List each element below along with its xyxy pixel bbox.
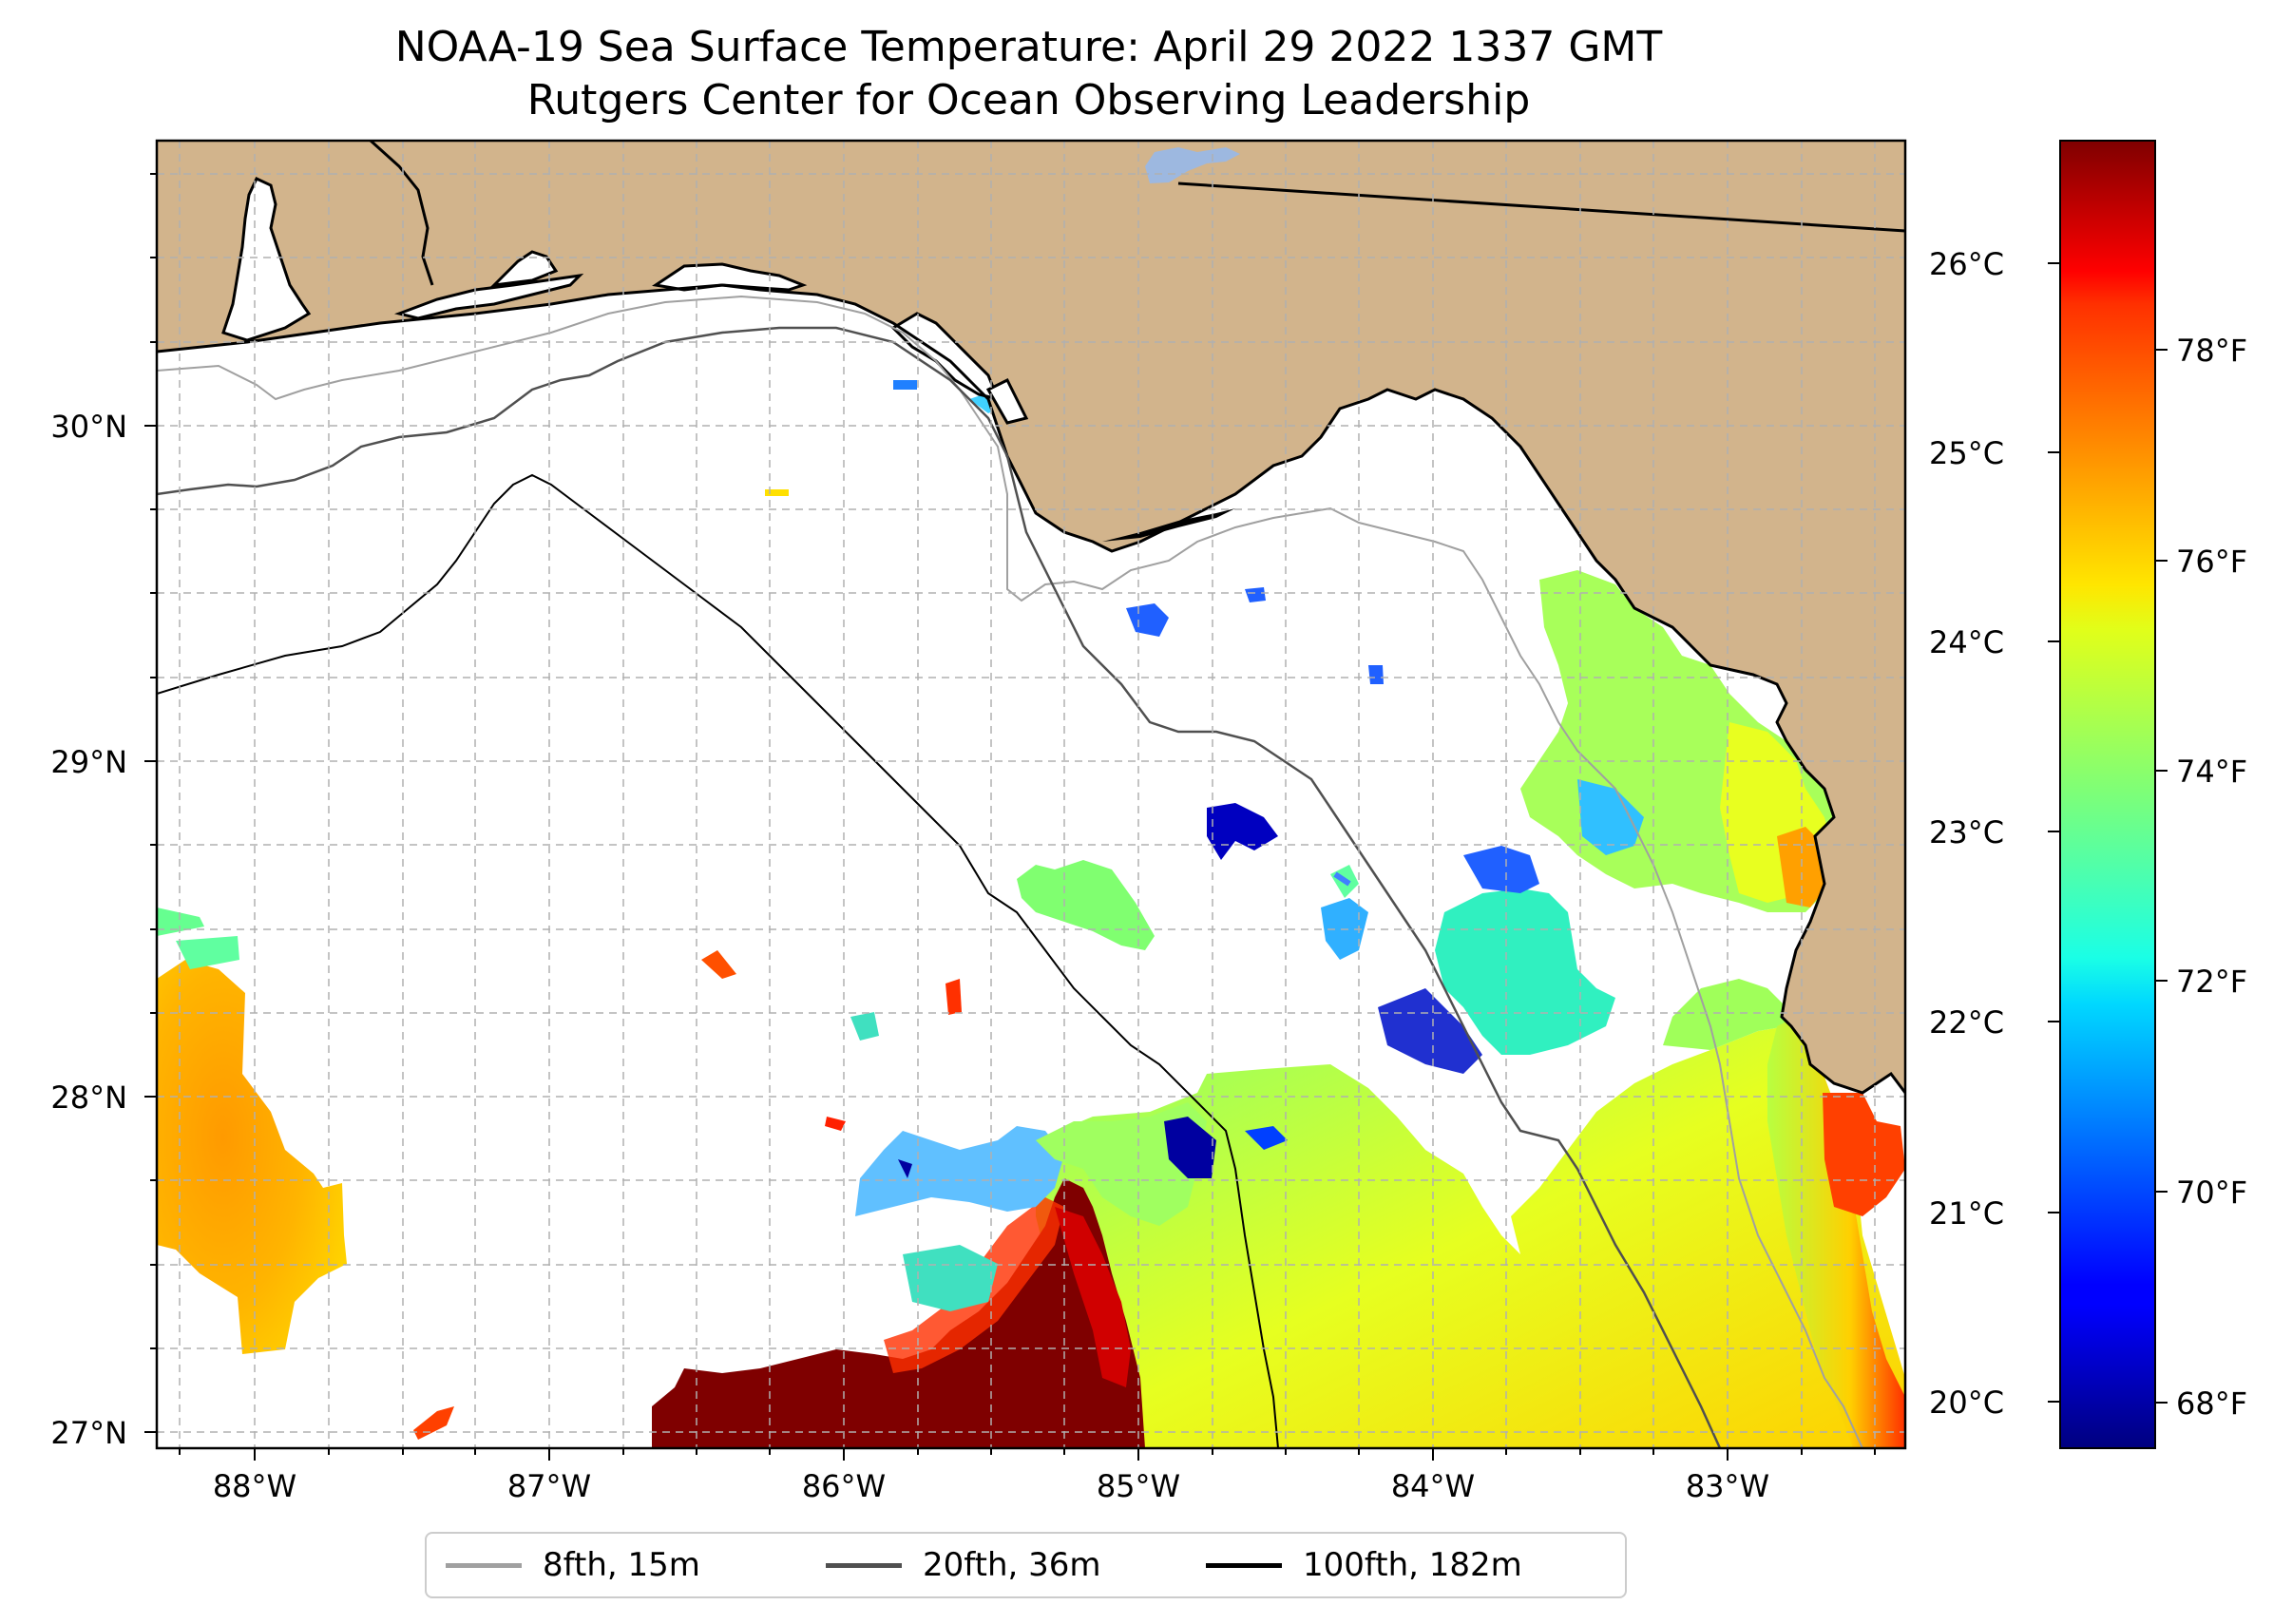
lat-label-27: 27°N — [50, 1415, 127, 1451]
colorbar — [2059, 140, 2156, 1449]
lat-label-30: 30°N — [50, 409, 127, 445]
lon-label-84: 84°W — [1390, 1468, 1476, 1504]
colorbar-label-25c: 25°C — [1929, 435, 2005, 471]
coastline — [157, 283, 1905, 1095]
legend-item-100fth: 100fth, 182m — [1206, 1534, 1522, 1596]
legend-item-8fth: 8fth, 15m — [446, 1534, 700, 1596]
lat-label-28: 28°N — [50, 1079, 127, 1116]
legend-label-20fth: 20fth, 36m — [923, 1546, 1101, 1584]
colorbar-label-74f: 74°F — [2176, 754, 2248, 790]
legend-swatch-100fth — [1206, 1562, 1282, 1568]
gridlines — [157, 141, 1905, 1448]
map-title: NOAA-19 Sea Surface Temperature: April 2… — [394, 23, 1663, 71]
colorbar-label-68f: 68°F — [2176, 1385, 2248, 1422]
lon-label-85: 85°W — [1096, 1468, 1181, 1504]
colorbar-label-72f: 72°F — [2176, 964, 2248, 1000]
colorbar-label-22c: 22°C — [1929, 1004, 2005, 1041]
legend-label-100fth: 100fth, 182m — [1303, 1546, 1522, 1584]
contour-100fth — [157, 473, 1279, 1448]
contour-8fth — [157, 295, 1863, 1448]
lon-label-86: 86°W — [801, 1468, 887, 1504]
lat-ticks — [144, 173, 157, 1433]
colorbar-label-26c: 26°C — [1929, 246, 2005, 282]
map-layers — [157, 141, 1905, 1448]
colorbar-ticks — [2048, 262, 2168, 1404]
colorbar-label-76f: 76°F — [2176, 544, 2248, 580]
map-subtitle: Rutgers Center for Ocean Observing Leade… — [526, 76, 1531, 124]
map-frame — [155, 139, 1907, 1450]
colorbar-label-21c: 21°C — [1929, 1195, 2005, 1232]
legend-item-20fth: 20fth, 36m — [826, 1534, 1101, 1596]
legend-swatch-20fth — [826, 1562, 902, 1568]
lon-label-83: 83°W — [1685, 1468, 1770, 1504]
lon-label-87: 87°W — [506, 1468, 592, 1504]
legend-swatch-8fth — [446, 1562, 522, 1568]
colorbar-label-70f: 70°F — [2176, 1175, 2248, 1211]
lon-label-88: 88°W — [212, 1468, 297, 1504]
lon-ticks — [179, 1448, 1876, 1461]
state-border — [1177, 182, 1905, 233]
lat-label-29: 29°N — [50, 744, 127, 780]
colorbar-label-20c: 20°C — [1929, 1385, 2005, 1421]
colorbar-label-23c: 23°C — [1929, 814, 2005, 850]
legend-label-8fth: 8fth, 15m — [543, 1546, 700, 1584]
colorbar-label-78f: 78°F — [2176, 333, 2248, 369]
contour-20fth — [157, 326, 1722, 1448]
colorbar-label-24c: 24°C — [1929, 624, 2005, 660]
legend: 8fth, 15m 20fth, 36m 100fth, 182m — [425, 1532, 1627, 1598]
